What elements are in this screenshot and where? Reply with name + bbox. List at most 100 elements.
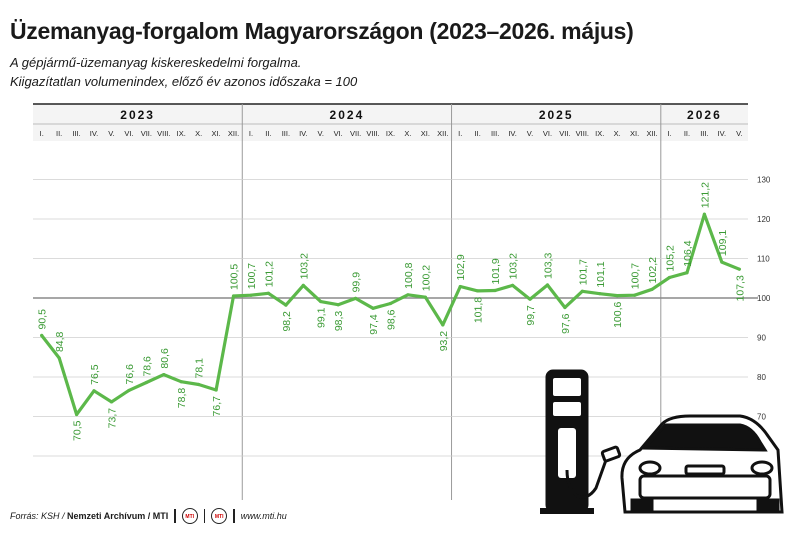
footer-separator <box>174 509 176 523</box>
month-label: II. <box>475 129 481 138</box>
data-point <box>580 289 584 293</box>
month-label: XII. <box>228 129 239 138</box>
month-label: XII. <box>646 129 657 138</box>
data-label: 105,2 <box>665 245 677 271</box>
data-point <box>144 380 148 385</box>
value-labels: 90,5 84,8 70,5 76,5 73,7 76,6 78,6 80,6 78,8 78,1… <box>37 182 747 441</box>
month-label: IV. <box>90 129 98 138</box>
month-label: V. <box>736 129 742 138</box>
data-point <box>388 301 393 306</box>
data-point <box>266 291 271 295</box>
month-label: III. <box>282 129 290 138</box>
month-label: III. <box>491 129 499 138</box>
data-point <box>57 356 61 360</box>
data-point <box>284 303 288 307</box>
fuel-pump-car-illustration <box>540 369 784 514</box>
data-point <box>406 293 410 297</box>
year-header-bands: 2023 I. II. III. IV. V. VI. VII. VIII. IX. X. XI. XI… <box>33 103 748 141</box>
data-label: 100,2 <box>420 265 432 291</box>
month-label: V. <box>108 129 114 138</box>
data-label: 103,2 <box>508 253 520 279</box>
data-label: 101,9 <box>490 258 502 284</box>
month-label: IX. <box>386 129 395 138</box>
month-label: II. <box>684 129 690 138</box>
month-label: IV. <box>299 129 307 138</box>
data-point <box>109 400 114 404</box>
data-label: 121,2 <box>699 182 711 208</box>
subtitle-line-2: Kiigazítatlan volumenindex, előző év azo… <box>10 74 358 89</box>
y-tick-label: 120 <box>757 215 771 224</box>
data-label: 97,6 <box>560 313 572 334</box>
data-point <box>493 288 497 293</box>
month-label: VI. <box>543 129 552 138</box>
data-point <box>720 260 724 264</box>
mti-logo-icon: MTI <box>211 508 228 524</box>
footer-separator <box>203 509 206 523</box>
data-label: 78,6 <box>141 356 153 377</box>
data-label: 78,8 <box>176 388 188 409</box>
month-label: I. <box>458 129 462 138</box>
data-point <box>702 212 707 216</box>
data-label: 78,1 <box>194 358 206 379</box>
month-label: V. <box>527 129 533 138</box>
page-title: Üzemanyag-forgalom Magyarországon (2023–… <box>10 18 634 44</box>
data-label: 93,2 <box>438 331 450 352</box>
data-point <box>633 293 637 297</box>
y-tick-label: 110 <box>757 255 770 264</box>
data-point <box>685 271 689 275</box>
month-label: IV. <box>718 129 726 138</box>
month-label: VII. <box>141 129 152 138</box>
data-label: 100,7 <box>630 263 642 289</box>
data-point <box>214 388 218 392</box>
month-label: X. <box>404 129 411 138</box>
data-label: 103,2 <box>298 253 310 279</box>
data-label: 98,6 <box>386 309 398 330</box>
data-point <box>231 294 236 298</box>
month-label: VII. <box>350 129 361 138</box>
data-point <box>737 267 741 271</box>
year-label-2023: 2023 <box>120 108 155 122</box>
data-point <box>650 287 654 291</box>
data-point <box>667 275 672 280</box>
month-label: VIII. <box>366 129 379 138</box>
data-label: 100,7 <box>246 263 258 289</box>
data-label: 97,4 <box>368 314 380 335</box>
data-label: 98,2 <box>281 311 293 332</box>
data-point <box>301 283 305 287</box>
header-band <box>33 104 748 141</box>
data-label: 80,6 <box>159 348 171 369</box>
y-tick-label: 100 <box>757 294 771 303</box>
month-label: II. <box>265 129 271 138</box>
data-point <box>40 333 44 338</box>
data-label: 109,1 <box>717 230 729 256</box>
data-label: 101,1 <box>595 261 607 287</box>
data-label: 73,7 <box>106 408 118 429</box>
month-label: II. <box>56 129 62 138</box>
data-point <box>127 388 131 393</box>
data-point <box>598 292 602 296</box>
data-label: 102,2 <box>647 257 659 283</box>
data-label: 107,3 <box>734 275 746 301</box>
month-label: I. <box>249 129 253 138</box>
data-point <box>197 382 201 387</box>
fuel-pump-icon <box>540 369 622 514</box>
data-label: 84,8 <box>54 331 66 352</box>
month-label: XI. <box>421 129 430 138</box>
data-point <box>441 323 445 327</box>
footer: Forrás: KSH / Nemzeti Archívum / MTI MTI… <box>10 508 287 524</box>
data-point <box>162 373 166 377</box>
data-label: 106,4 <box>682 240 694 266</box>
data-label: 99,1 <box>316 307 328 328</box>
website-link[interactable]: www.mti.hu <box>240 511 287 521</box>
data-label: 99,9 <box>351 272 363 293</box>
y-tick-label: 80 <box>757 373 766 382</box>
data-point <box>563 305 567 310</box>
month-label: VIII. <box>157 129 170 138</box>
month-label: VII. <box>559 129 570 138</box>
data-label: 100,8 <box>403 262 415 288</box>
car-icon <box>620 414 784 514</box>
data-label: 76,6 <box>124 364 136 385</box>
month-label: VIII. <box>576 129 589 138</box>
data-point <box>179 380 183 384</box>
